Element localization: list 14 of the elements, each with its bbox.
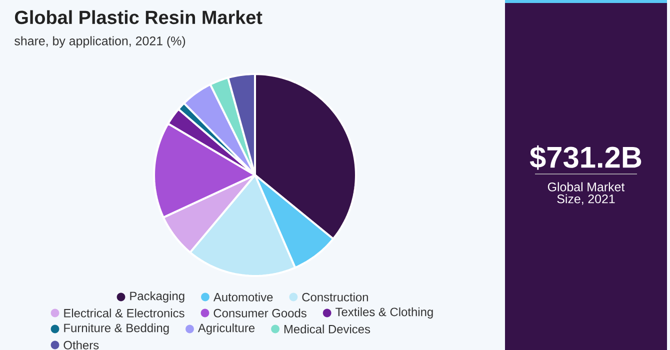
legend-label: Automotive: [213, 292, 273, 302]
legend-label: Textiles & Clothing: [336, 307, 433, 319]
text: Global Market Size, 2021: [548, 182, 625, 205]
legend-label: Furniture & Bedding: [64, 323, 169, 335]
text: $731.2B: [530, 145, 642, 170]
legend-label: Electrical & Electronics: [64, 308, 184, 318]
legend-label: Others: [64, 340, 99, 350]
legend-label: Consumer Goods: [214, 308, 306, 318]
chart-subtitle: share, by application, 2021 (%): [14, 36, 186, 48]
legend-label: Agriculture: [198, 323, 255, 335]
legend-label: Packaging: [130, 291, 184, 303]
legend-label: Medical Devices: [284, 324, 370, 334]
legend-label: Construction: [302, 292, 368, 302]
chart-title: Global Plastic Resin Market: [14, 10, 262, 24]
